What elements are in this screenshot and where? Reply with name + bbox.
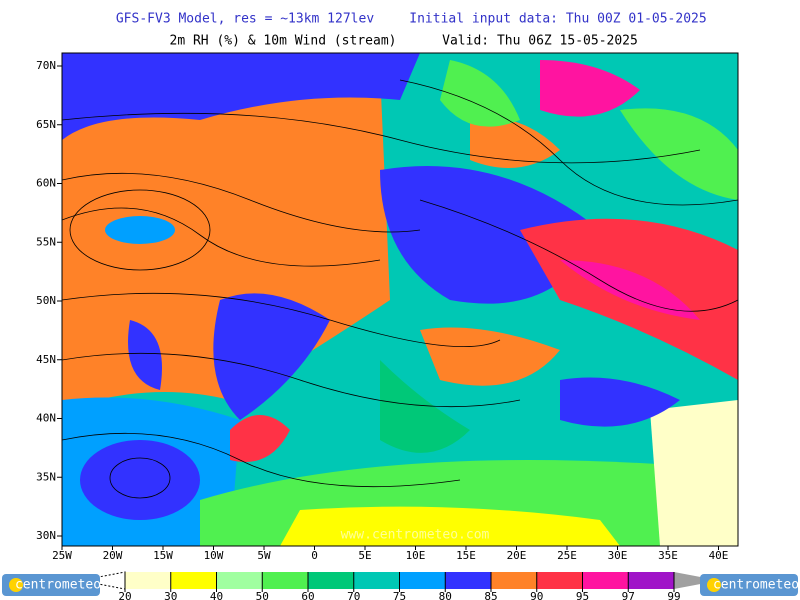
colorbar-label: 70	[347, 590, 360, 600]
colorbar-label: 20	[118, 590, 131, 600]
lon-label: 20E	[507, 549, 527, 562]
colorbar-label: 95	[576, 590, 589, 600]
colorbar: 20 30 40 50 60 70 75 80 85 90 95 97 99	[79, 571, 719, 600]
colorbar-swatch	[399, 572, 446, 589]
lat-label: 30N	[36, 529, 56, 542]
lat-label: 70N	[36, 59, 56, 72]
colorbar-label: 90	[530, 590, 543, 600]
lat-label: 45N	[36, 353, 56, 366]
colorbar-label: 75	[393, 590, 406, 600]
colorbar-label: 50	[256, 590, 269, 600]
lat-label: 65N	[36, 118, 56, 131]
colorbar-swatch	[308, 572, 354, 589]
colorbar-swatch	[582, 572, 629, 589]
lon-label: 15W	[153, 549, 173, 562]
lat-label: 55N	[36, 235, 56, 248]
colorbar-swatch	[445, 572, 491, 589]
colorbar-label: 80	[439, 590, 452, 600]
logo-text: centrometeo	[15, 578, 101, 593]
colorbar-swatch	[216, 572, 263, 589]
colorbar-swatch	[353, 572, 400, 589]
lon-label: 35E	[658, 549, 678, 562]
colorbar-label: 99	[667, 590, 680, 600]
lat-label: 50N	[36, 294, 56, 307]
colorbar-label: 40	[210, 590, 223, 600]
colorbar-swatch	[628, 572, 674, 589]
model-title: GFS-FV3 Model, res = ~13km 127lev	[116, 12, 374, 27]
map-frame	[61, 52, 739, 547]
lon-label: 20W	[103, 549, 123, 562]
lat-label: 40N	[36, 412, 56, 425]
field-title: 2m RH (%) & 10m Wind (stream)	[170, 34, 397, 49]
lon-label: 0	[311, 549, 318, 562]
lon-label: 40E	[709, 549, 729, 562]
lon-label: 30E	[608, 549, 628, 562]
logo-text: centrometeo	[713, 578, 799, 593]
colorbar-label: 85	[484, 590, 497, 600]
colorbar-swatch	[491, 572, 537, 589]
watermark: www.centrometeo.com	[341, 528, 490, 543]
lon-label: 25W	[52, 549, 72, 562]
colorbar-swatch	[170, 572, 217, 589]
colorbar-label: 30	[164, 590, 177, 600]
map-axes: 70N 65N 60N 55N 50N 45N 40N 35N 30N 25W 20W 15W 10W 5…	[36, 59, 728, 562]
lon-label: 25E	[557, 549, 577, 562]
colorbar-swatch	[262, 572, 308, 589]
colorbar-label: 97	[622, 590, 635, 600]
lon-label: 10W	[204, 549, 224, 562]
map-field	[62, 53, 738, 546]
lon-label: 10E	[406, 549, 426, 562]
colorbar-above	[674, 572, 719, 589]
lon-label: 5W	[257, 549, 271, 562]
lat-label: 60N	[36, 177, 56, 190]
colorbar-label: 60	[301, 590, 314, 600]
lon-label: 5E	[358, 549, 371, 562]
logo-left: centrometeo	[2, 574, 101, 596]
init-title: Initial input data: Thu 00Z 01-05-2025	[409, 12, 706, 27]
colorbar-swatch	[125, 572, 171, 589]
lat-label: 35N	[36, 470, 56, 483]
lon-label: 15E	[456, 549, 476, 562]
colorbar-swatch	[536, 572, 583, 589]
valid-title: Valid: Thu 06Z 15-05-2025	[442, 34, 638, 49]
logo-right: centrometeo	[700, 574, 799, 596]
